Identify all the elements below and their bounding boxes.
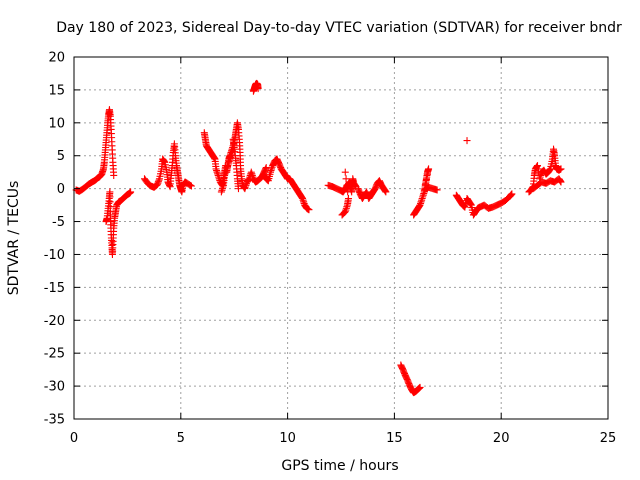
y-tick-label: 15 [48, 83, 65, 98]
y-tick-label: -25 [44, 347, 65, 362]
y-tick-label: 10 [48, 116, 65, 131]
plot-frame [73, 56, 609, 420]
y-tick-label: -10 [44, 248, 65, 263]
x-axis-label: GPS time / hours [281, 458, 398, 474]
data-point [344, 188, 352, 196]
data-point [557, 178, 565, 186]
grid [74, 57, 608, 419]
data-point [234, 185, 242, 193]
y-tick-label: -5 [52, 215, 65, 230]
x-tick-label: 0 [70, 431, 78, 446]
data-point [557, 165, 565, 173]
data-point [186, 181, 194, 189]
data-point [344, 195, 352, 203]
y-tick-label: -30 [44, 380, 65, 395]
data-point [343, 181, 351, 189]
data-point [433, 186, 441, 194]
data-point [424, 170, 432, 178]
data-point [382, 188, 390, 196]
data-point [463, 137, 471, 145]
y-tick-label: -15 [44, 281, 65, 296]
data-point [110, 171, 118, 179]
x-tick-label: 10 [279, 431, 296, 446]
x-tick-label: 15 [386, 431, 403, 446]
y-tick-label: 5 [57, 149, 65, 164]
data-point [422, 175, 430, 183]
chart-title: Day 180 of 2023, Sidereal Day-to-day VTE… [56, 20, 622, 36]
data-point [508, 190, 516, 198]
y-tick-label: 0 [57, 182, 65, 197]
data-point [342, 175, 350, 183]
data-point [305, 206, 313, 214]
x-tick-label: 20 [493, 431, 510, 446]
x-tick-label: 5 [177, 431, 185, 446]
y-axis-label: SDTVAR / TECUs [6, 181, 22, 296]
data-point [341, 168, 349, 176]
data-point [254, 85, 262, 93]
x-tick-label: 25 [600, 431, 617, 446]
data-points [72, 79, 565, 397]
data-point [416, 383, 424, 391]
data-point [187, 182, 195, 190]
data-point [262, 164, 270, 172]
y-tick-label: -35 [44, 413, 65, 428]
data-point [425, 165, 433, 173]
axis-ticks: 20 15 10 5 0 -5 -10 -15 -20 -25 -30 -35 0 5 10 15 20 25 [44, 51, 617, 447]
y-tick-label: 20 [48, 51, 65, 66]
y-tick-label: -20 [44, 314, 65, 329]
data-point [127, 188, 135, 196]
